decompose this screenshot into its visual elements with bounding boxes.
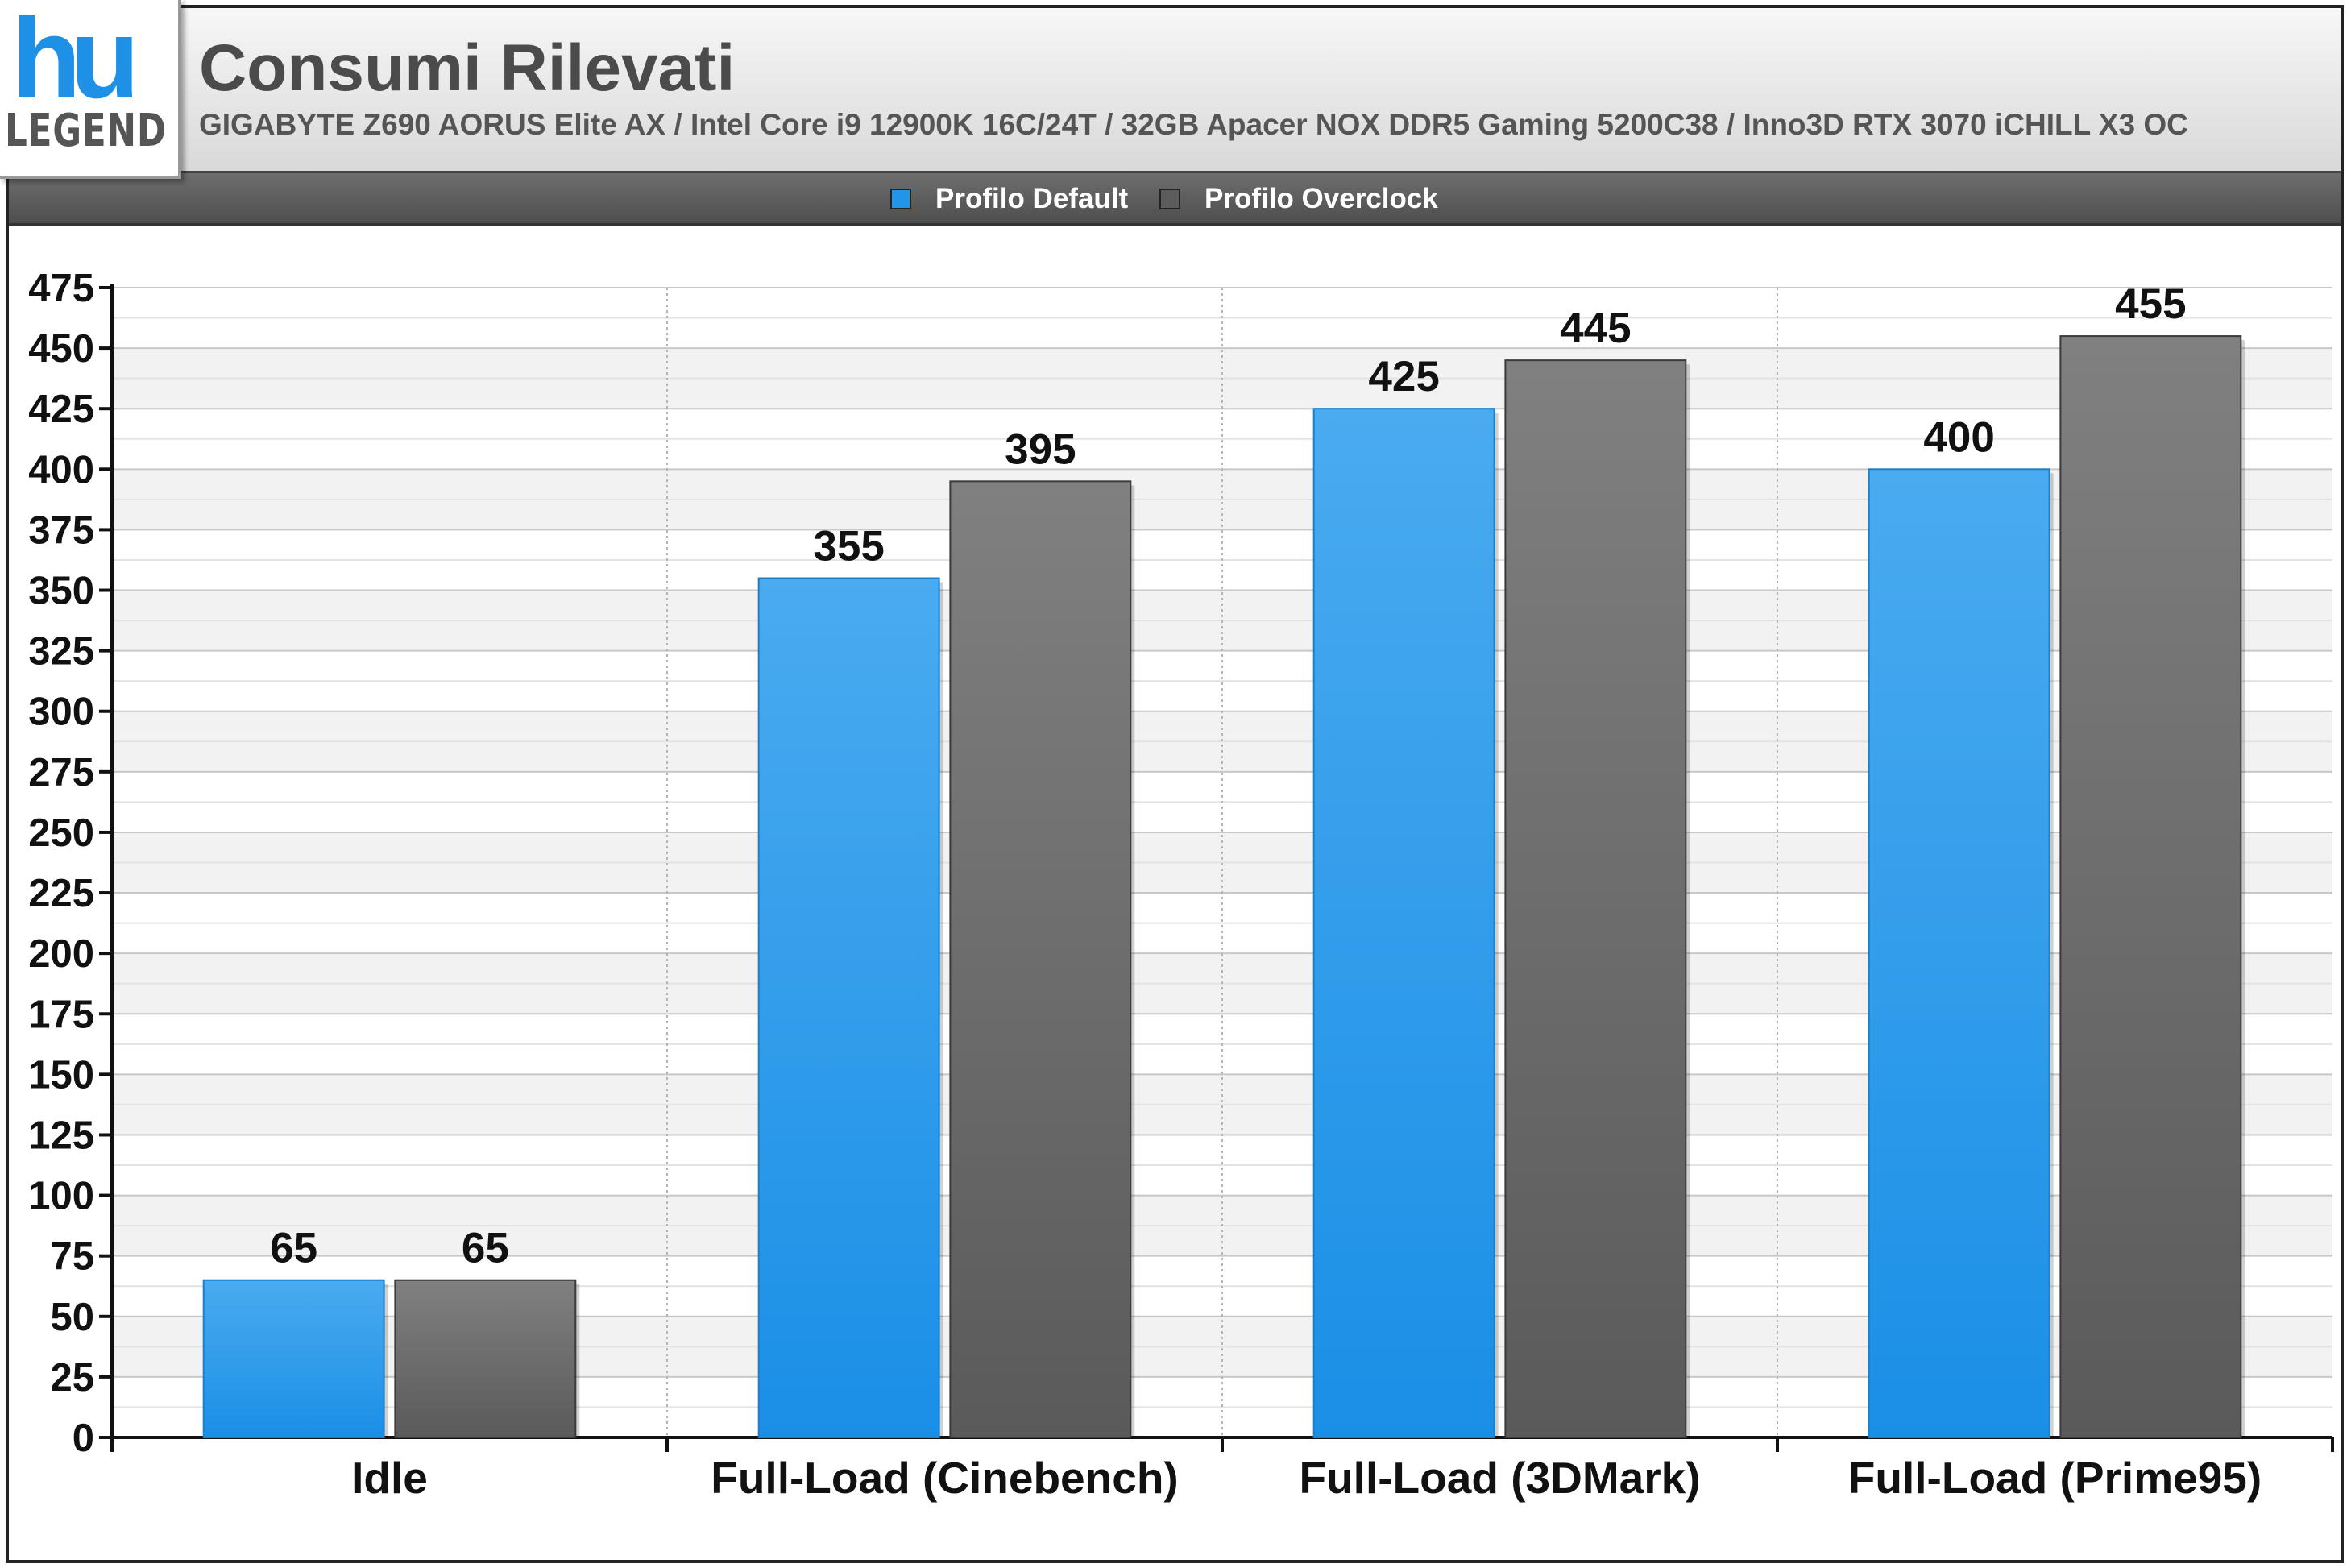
y-tick-label: 75	[50, 1235, 94, 1279]
y-tick-label: 400	[28, 448, 94, 492]
y-tick-label: 425	[28, 388, 94, 431]
data-label-default: 65	[270, 1225, 317, 1272]
y-tick-label: 350	[28, 570, 94, 613]
bar-default	[202, 1279, 385, 1438]
logo-mark: hu	[11, 0, 140, 122]
y-tick-label: 50	[50, 1296, 94, 1339]
data-label-default: 425	[1368, 353, 1439, 400]
y-tick-label: 375	[28, 508, 94, 552]
y-tick-label: 25	[50, 1356, 94, 1400]
chart-header: Consumi Rilevati GIGABYTE Z690 AORUS Eli…	[9, 8, 2341, 173]
data-label-overclock: 455	[2115, 280, 2186, 328]
bar-overclock	[394, 1279, 577, 1438]
legend-swatch-default	[890, 189, 911, 209]
legend-label-default: Profilo Default	[935, 183, 1129, 214]
x-tick-label: Full-Load (Prime95)	[1848, 1453, 2262, 1503]
y-tick-label: 325	[28, 630, 94, 674]
logo-word: LEGEND	[5, 105, 167, 157]
y-tick-label: 300	[28, 691, 94, 734]
legend-swatch-overclock	[1159, 189, 1180, 209]
bar-overclock	[949, 480, 1132, 1439]
x-tick-label: Idle	[351, 1453, 428, 1503]
data-label-overclock: 445	[1560, 305, 1631, 352]
bar-default	[757, 577, 940, 1438]
y-tick-label: 275	[28, 751, 94, 794]
bar-overclock	[2059, 335, 2242, 1438]
chart-title: Consumi Rilevati	[199, 31, 736, 105]
y-tick-label: 475	[28, 267, 94, 310]
bar-default	[1868, 468, 2050, 1438]
y-tick-label: 450	[28, 327, 94, 371]
data-label-overclock: 65	[462, 1225, 509, 1272]
y-tick-label: 150	[28, 1053, 94, 1097]
x-tick-label: Full-Load (Cinebench)	[711, 1453, 1179, 1503]
y-tick-label: 125	[28, 1114, 94, 1157]
bar-default	[1312, 408, 1495, 1438]
x-tick-label: Full-Load (3DMark)	[1299, 1453, 1700, 1503]
data-label-overclock: 395	[1005, 425, 1076, 473]
data-label-default: 355	[813, 523, 884, 570]
data-label-default: 400	[1923, 413, 1994, 461]
chart-subtitle: GIGABYTE Z690 AORUS Elite AX / Intel Cor…	[199, 108, 2188, 141]
bar-overclock	[1504, 359, 1687, 1438]
legend: Profilo Default Profilo Overclock	[9, 173, 2341, 226]
y-tick-label: 250	[28, 811, 94, 855]
y-tick-label: 175	[28, 993, 94, 1036]
site-logo: hu LEGEND	[0, 0, 181, 179]
y-tick-label: 100	[28, 1175, 94, 1218]
y-tick-label: 0	[73, 1417, 94, 1460]
y-tick-label: 200	[28, 932, 94, 976]
legend-label-overclock: Profilo Overclock	[1205, 183, 1438, 214]
y-tick-label: 225	[28, 872, 94, 915]
